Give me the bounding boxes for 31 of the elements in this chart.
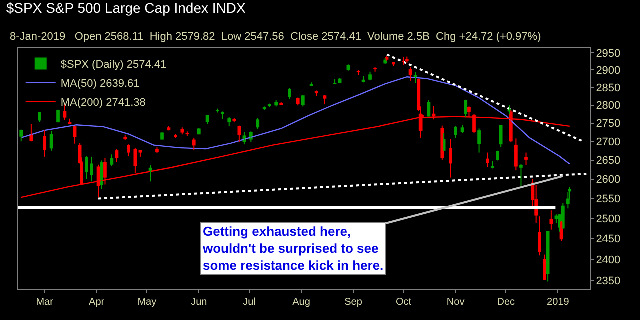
- y-tick-label: 2600: [596, 174, 621, 186]
- annotation: Getting exhausted here, wouldn't be surprised to see some resistance kick in here.: [202, 224, 384, 273]
- x-tick-label: Oct: [396, 297, 412, 308]
- legend-label: $SPX (Daily) 2574.41: [60, 58, 167, 71]
- y-tick-label: 2750: [596, 118, 621, 130]
- x-tick-label: Apr: [89, 297, 106, 308]
- y-tick-label: 2550: [596, 194, 621, 206]
- y-tick-label: 2650: [596, 155, 621, 168]
- y-tick-label: 2400: [596, 254, 621, 266]
- line-series: [20, 76, 570, 165]
- x-tick-label: Jun: [191, 297, 208, 308]
- x-tick-label: Mar: [36, 297, 54, 308]
- chart-title: $SPX S&P 500 Large Cap Index INDX: [6, 0, 247, 16]
- y-tick-label: 2350: [596, 275, 621, 288]
- legend-label: MA(50) 2639.61: [60, 78, 140, 90]
- x-tick-label: 2019: [547, 297, 570, 308]
- x-tick-label: Dec: [497, 297, 516, 308]
- chart-subtitle: 8-Jan-2019 Open 2568.11 High 2579.82 Low 2547.56 Close 2574.41 Volume 2.5B Chg +24.72 (+0.97%): [10, 31, 542, 43]
- y-tick-label: 2450: [596, 234, 621, 246]
- x-tick-label: Jul: [243, 297, 256, 308]
- x-tick-label: Nov: [446, 297, 465, 308]
- x-tick-label: May: [138, 297, 157, 308]
- y-tick-label: 2900: [596, 65, 621, 78]
- x-tick-label: Sep: [344, 297, 363, 308]
- x-tick-label: Aug: [292, 297, 310, 308]
- y-tick-label: 2800: [596, 100, 621, 112]
- y-tick-label: 2850: [596, 82, 621, 94]
- y-tick-label: 2950: [596, 48, 621, 60]
- legend-label: MA(200) 2741.38: [60, 96, 146, 109]
- y-tick-label: 2500: [596, 213, 621, 226]
- y-tick-label: 2700: [596, 136, 621, 148]
